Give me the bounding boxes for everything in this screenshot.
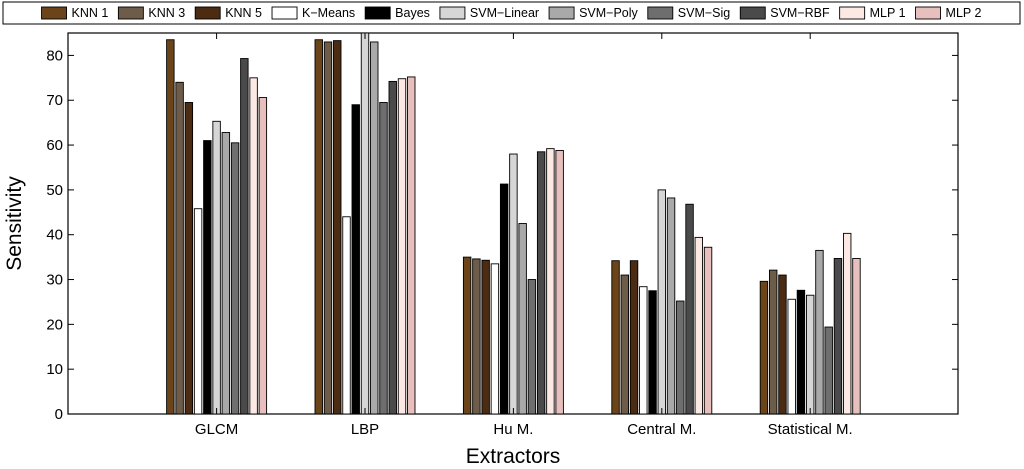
bar-4-5 xyxy=(806,294,815,415)
legend: KNN 1 KNN 3 KNN 5 K−Means Bayes SVM−Linear SVM… xyxy=(2,1,1021,25)
y-tick-label: 40 xyxy=(46,227,63,244)
bar-3-4 xyxy=(648,290,657,415)
bar-1-8 xyxy=(388,80,397,415)
bar-1-1 xyxy=(323,41,333,415)
legend-label: MLP 2 xyxy=(946,6,982,20)
bar-0-10 xyxy=(258,97,268,415)
bar-0-3 xyxy=(193,208,203,415)
legend-swatch xyxy=(647,6,674,20)
bar-2-7 xyxy=(527,279,537,415)
bar-3-9 xyxy=(694,236,703,415)
bar-4-1 xyxy=(769,269,778,415)
bar-4-8 xyxy=(833,258,843,415)
bar-2-8 xyxy=(536,151,546,415)
bar-4-2 xyxy=(778,274,787,415)
bar-3-0 xyxy=(611,260,620,415)
x-tick-label: Hu M. xyxy=(493,421,533,438)
y-axis: 0 10 20 30 40 50 60 70 80 xyxy=(46,47,958,423)
bar-3-10 xyxy=(703,246,713,415)
bar-1-10 xyxy=(407,76,416,415)
y-tick-label: 50 xyxy=(46,182,63,199)
bar-2-1 xyxy=(472,258,481,415)
y-tick-label: 60 xyxy=(46,137,63,154)
x-tick-label: LBP xyxy=(351,421,379,438)
legend-label: KNN 5 xyxy=(225,6,262,20)
legend-swatch xyxy=(194,6,221,20)
bar-4-0 xyxy=(759,280,769,415)
bar-2-6 xyxy=(518,223,527,415)
legend-swatch xyxy=(439,6,466,20)
bar-1-0 xyxy=(314,39,323,415)
bar-0-1 xyxy=(175,81,184,415)
y-tick-label: 20 xyxy=(46,316,63,333)
legend-label: KNN 1 xyxy=(72,6,109,20)
bar-3-3 xyxy=(639,286,648,415)
bar-1-2 xyxy=(333,40,342,415)
legend-swatch xyxy=(915,6,942,20)
bar-4-4 xyxy=(796,289,806,415)
x-tick-label: Statistical M. xyxy=(768,421,853,438)
bar-2-4 xyxy=(499,183,509,415)
bar-3-2 xyxy=(629,260,639,415)
bar-4-7 xyxy=(824,326,833,415)
legend-swatch xyxy=(271,6,298,20)
bar-4-6 xyxy=(815,249,824,415)
bar-1-5 xyxy=(360,32,370,415)
bar-3-7 xyxy=(676,300,685,415)
bars xyxy=(166,32,861,415)
x-tick-label: Central M. xyxy=(627,421,696,438)
legend-label: K−Means xyxy=(302,6,355,20)
bar-2-3 xyxy=(490,263,500,415)
legend-label: SVM−Sig xyxy=(678,6,731,20)
bar-1-9 xyxy=(397,78,407,415)
legend-swatch xyxy=(117,6,144,20)
bar-0-5 xyxy=(212,120,221,415)
y-tick-label: 0 xyxy=(55,406,63,423)
y-tick-label: 70 xyxy=(46,92,63,109)
bar-4-10 xyxy=(852,258,861,415)
bar-0-0 xyxy=(166,39,175,415)
legend-swatch xyxy=(41,6,67,20)
bar-3-5 xyxy=(657,189,666,415)
bar-1-6 xyxy=(370,41,379,415)
legend-label: SVM−Poly xyxy=(579,6,638,20)
bar-0-7 xyxy=(230,142,240,415)
legend-swatch xyxy=(364,6,391,20)
y-tick-label: 80 xyxy=(46,47,63,64)
legend-swatch xyxy=(839,6,866,20)
bar-1-3 xyxy=(342,216,351,415)
legend-label: Bayes xyxy=(395,6,430,20)
y-axis-title: Sensitivity xyxy=(3,176,26,271)
legend-swatch xyxy=(739,6,766,20)
bar-2-9 xyxy=(546,148,555,415)
bar-2-10 xyxy=(555,149,564,415)
legend-box xyxy=(2,1,1021,25)
bar-4-3 xyxy=(787,298,796,415)
bar-3-1 xyxy=(620,274,629,415)
y-tick-label: 10 xyxy=(46,361,63,378)
bar-2-0 xyxy=(462,256,472,415)
bar-0-9 xyxy=(249,77,258,415)
bar-0-6 xyxy=(221,132,231,415)
bar-4-9 xyxy=(843,232,852,415)
legend-label: SVM−RBF xyxy=(770,6,830,20)
bar-0-2 xyxy=(184,102,194,415)
bar-0-8 xyxy=(240,58,249,415)
legend-label: MLP 1 xyxy=(870,6,906,20)
y-tick-label: 30 xyxy=(46,272,63,289)
legend-label: SVM−Linear xyxy=(470,6,539,20)
bar-1-4 xyxy=(351,104,360,415)
bar-2-5 xyxy=(509,153,518,415)
bar-3-6 xyxy=(666,197,676,415)
x-axis-title: Extractors xyxy=(466,445,561,468)
legend-label: KNN 3 xyxy=(148,6,185,20)
legend-swatch xyxy=(548,6,575,20)
bar-2-2 xyxy=(481,259,490,415)
bar-3-8 xyxy=(685,203,694,415)
bar-1-7 xyxy=(379,102,388,415)
bar-0-4 xyxy=(203,140,212,415)
x-axis: GLCM LBP Hu M. Central M. Statistical M. xyxy=(195,33,853,438)
x-tick-label: GLCM xyxy=(195,421,238,438)
